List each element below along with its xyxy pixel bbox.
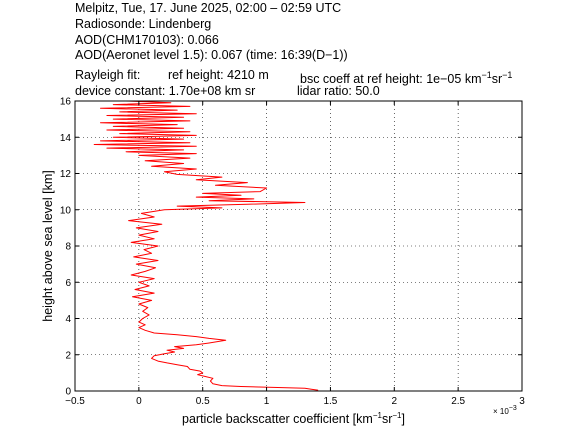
y-tick-label: 2 bbox=[65, 350, 71, 361]
x-tick-label: 3 bbox=[519, 396, 525, 407]
bsc-unit-exponent-2: −1 bbox=[502, 70, 513, 80]
x-axis-label-suffix: ] bbox=[402, 412, 405, 426]
x-axis-multiplier-exponent: −3 bbox=[509, 405, 517, 412]
y-tick-label: 14 bbox=[60, 133, 72, 144]
aod-aeronet-label: AOD(Aeronet level 1.5): 0.067 (time: 16:… bbox=[75, 48, 348, 62]
x-axis-label-prefix: particle backscatter coefficient [km bbox=[182, 412, 373, 426]
rayleigh-fit-label: Rayleigh fit: bbox=[75, 68, 141, 82]
y-tick-label: 10 bbox=[60, 205, 72, 216]
radiosonde-label: Radiosonde: Lindenberg bbox=[75, 17, 212, 31]
y-tick-label: 8 bbox=[65, 242, 71, 253]
ref-height-label: ref height: 4210 m bbox=[168, 68, 269, 82]
y-tick-label: 12 bbox=[60, 169, 72, 180]
x-tick-label: −0.5 bbox=[65, 396, 85, 407]
x-tick-label: 0 bbox=[136, 396, 142, 407]
x-axis-label-sr: sr bbox=[382, 412, 392, 426]
x-tick-label: 0.5 bbox=[196, 396, 210, 407]
grid-lines bbox=[75, 101, 522, 391]
x-axis-label-exponent-1: −1 bbox=[373, 411, 383, 420]
lidar-ratio-label: lidar ratio: 50.0 bbox=[297, 84, 380, 98]
bsc-coeff-label: bsc coeff at ref height: 1e−05 km−1sr−1 bbox=[300, 68, 512, 87]
axis-ticks bbox=[74, 100, 523, 392]
x-axis-label: particle backscatter coefficient [km−1sr… bbox=[182, 411, 405, 426]
x-tick-label: 2.5 bbox=[451, 396, 465, 407]
axes-frame bbox=[74, 100, 523, 392]
x-axis-label-exponent-2: −1 bbox=[392, 411, 402, 420]
device-constant-label: device constant: 1.70e+08 km sr bbox=[75, 84, 256, 98]
bsc-unit-sr: sr bbox=[491, 72, 503, 87]
bsc-unit-exponent-1: −1 bbox=[481, 70, 492, 80]
aod-chm-label: AOD(CHM170103): 0.066 bbox=[75, 33, 219, 47]
x-tick-label: 1.5 bbox=[323, 396, 337, 407]
y-tick-label: 4 bbox=[65, 314, 71, 325]
bsc-coeff-text: bsc coeff at ref height: 1e−05 km bbox=[300, 72, 482, 87]
y-tick-label: 0 bbox=[65, 387, 71, 398]
x-axis-multiplier-base: × 10 bbox=[493, 407, 509, 416]
series-layer bbox=[93, 100, 319, 391]
y-tick-label: 16 bbox=[60, 97, 72, 108]
x-axis-multiplier: × 10−3 bbox=[493, 405, 517, 416]
y-tick-label: 6 bbox=[65, 278, 71, 289]
x-tick-label: 1 bbox=[264, 396, 270, 407]
y-axis-label: height above sea level [km] bbox=[41, 170, 55, 321]
x-tick-label: 2 bbox=[392, 396, 398, 407]
backscatter-profile-line bbox=[93, 100, 319, 391]
title-location-time: Melpitz, Tue, 17. June 2025, 02:00 – 02:… bbox=[75, 1, 342, 15]
